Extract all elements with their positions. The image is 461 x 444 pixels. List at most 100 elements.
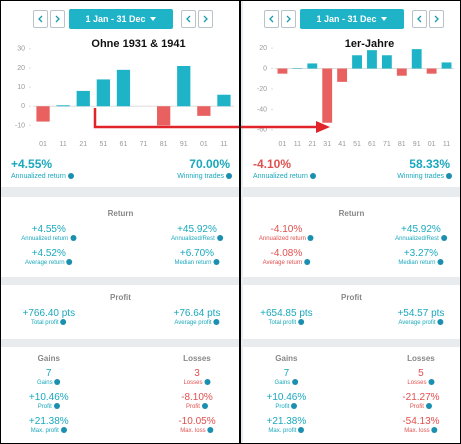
- return-card: Return -4.10% Annualized return +45.92% Annu…: [243, 197, 460, 277]
- stat-value: +10.46%: [266, 392, 307, 403]
- gains-losses-card: Gains Losses 7 Gains 5 Losses +10.46% Profit -21…: [243, 347, 460, 443]
- stat-label: Annualized return: [21, 235, 76, 242]
- stat-value: +45.92%: [177, 224, 217, 235]
- gains-losses-card: Gains Losses 7 Gains 3 Losses +10.46% Profit -8.…: [1, 347, 240, 443]
- stat-label: Average return: [263, 259, 311, 266]
- y-tick-label: -10: [15, 122, 25, 129]
- prev-button[interactable]: [180, 10, 196, 28]
- summary-label: Annualized return: [253, 173, 316, 180]
- stat-label: Gains: [37, 379, 61, 386]
- stat-label: Profit: [410, 403, 432, 410]
- chevron: [55, 15, 60, 23]
- x-tick-label: 51: [99, 141, 107, 148]
- stat-label: Average profit: [174, 319, 219, 326]
- x-tick-label: 71: [140, 141, 148, 148]
- stat-label: Average return: [25, 259, 73, 266]
- bar: [157, 106, 171, 126]
- bar: [277, 68, 288, 74]
- stat-value: -10.05%: [178, 416, 216, 427]
- bar: [381, 55, 392, 69]
- x-tick-label: 61: [368, 141, 376, 148]
- x-tick-label: 71: [383, 141, 391, 148]
- chart-title: Ohne 1931 & 1941: [91, 38, 185, 50]
- section-title: Gains: [275, 354, 298, 363]
- stat-label: Losses: [183, 379, 210, 386]
- stat-label: Losses: [407, 379, 434, 386]
- y-tick-label: 10: [17, 84, 25, 91]
- prev-button[interactable]: [411, 10, 427, 28]
- stat-value: +76.64 pts: [173, 308, 221, 319]
- y-tick-label: 0: [21, 103, 25, 110]
- chevron-line: [55, 15, 60, 23]
- stat-value: -4.10%: [270, 224, 303, 235]
- x-tick-label: 11: [443, 141, 450, 148]
- panel: 1 Jan - 31 Dec 1er-Jahre 20 0 -20 -40 -60 01 11 2…: [243, 1, 460, 443]
- y-tick-label: 20: [259, 45, 267, 52]
- stat-value: +766.40 pts: [22, 308, 76, 319]
- x-tick-label: 01: [279, 141, 287, 148]
- section-title: Profit: [110, 293, 131, 302]
- stat-label: Average profit: [398, 319, 443, 326]
- stat-label: Total profit: [269, 319, 305, 326]
- x-tick-label: 11: [220, 141, 227, 148]
- chevron: [185, 15, 190, 23]
- summary-value: 70.00%: [189, 157, 230, 171]
- stat-value: -8.10%: [181, 392, 213, 403]
- stat-value: +6.70%: [179, 248, 215, 259]
- date-range-text: 1 Jan - 31 Dec: [316, 14, 377, 24]
- x-tick-label: 51: [353, 141, 361, 148]
- x-tick-label: 31: [323, 141, 331, 148]
- bar: [76, 90, 90, 107]
- stat-label: Median return: [398, 259, 443, 266]
- x-tick-label: 01: [428, 141, 436, 148]
- x-tick-label: 01: [200, 141, 208, 148]
- chevron: [434, 15, 439, 23]
- section-title: Return: [107, 209, 134, 218]
- stat-value: -54.13%: [402, 416, 440, 427]
- chart: Ohne 1931 & 1941 30 20 10 0 -10 01 11 21 51 61 71 81…: [15, 38, 234, 148]
- bar: [116, 69, 131, 107]
- stat-label: Annualized/Rest: [395, 235, 447, 242]
- bar: [217, 94, 231, 107]
- stat-value: 3: [194, 368, 200, 379]
- chevron: [268, 15, 273, 23]
- y-tick-label: -60: [257, 127, 267, 134]
- date-range[interactable]: 1 Jan - 31 Dec: [68, 9, 173, 29]
- next-button[interactable]: [197, 10, 213, 28]
- summary-label: Winning trades: [397, 173, 452, 180]
- stat-value: +3.27%: [403, 248, 439, 259]
- stat-value: +10.46%: [28, 392, 69, 403]
- stat-label: Max. loss: [404, 427, 437, 434]
- chevron-line: [434, 15, 439, 23]
- x-tick-label: 11: [60, 141, 67, 148]
- prev-button[interactable]: [263, 10, 279, 28]
- x-tick-label: 21: [79, 141, 87, 148]
- next-button[interactable]: [428, 10, 444, 28]
- section-title: Gains: [37, 354, 60, 363]
- chevron: [416, 15, 421, 23]
- stat-label: Profit: [38, 403, 60, 410]
- chevron-line: [203, 15, 208, 23]
- bar: [36, 106, 50, 122]
- chevron-line: [185, 15, 190, 23]
- chevron: [286, 15, 291, 23]
- date-range[interactable]: 1 Jan - 31 Dec: [299, 9, 404, 29]
- stat-value: 7: [283, 368, 290, 379]
- chevron-line: [286, 15, 291, 23]
- next-button[interactable]: [280, 10, 296, 28]
- chevron: [203, 15, 208, 23]
- summary-value: +4.55%: [11, 157, 53, 171]
- stat-value: +21.38%: [28, 416, 69, 427]
- stat-value: +654.85 pts: [260, 308, 313, 319]
- next-button[interactable]: [49, 10, 65, 28]
- x-tick-label: 01: [39, 141, 47, 148]
- y-tick-label: -20: [257, 86, 267, 93]
- stat-label: Median return: [174, 259, 219, 266]
- x-tick-label: 41: [338, 141, 346, 148]
- top-card: 1 Jan - 31 Dec Ohne 1931 & 1941 30 20 10 0 -10…: [1, 1, 240, 187]
- bar: [292, 68, 303, 69]
- prev-button[interactable]: [32, 10, 48, 28]
- x-tick-label: 61: [120, 141, 128, 148]
- stat-value: 5: [418, 368, 424, 379]
